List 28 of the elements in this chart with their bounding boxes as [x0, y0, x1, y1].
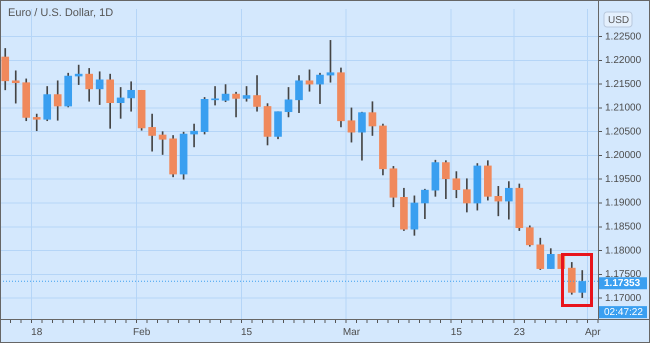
candlestick	[242, 86, 250, 102]
candlestick	[326, 40, 334, 83]
x-tick-label: Apr	[584, 326, 602, 338]
y-tick-label: 1.17500	[605, 269, 642, 280]
y-tick-label: 1.19000	[605, 198, 642, 209]
y-tick-label: 1.20500	[605, 126, 642, 138]
y-tick-label: 1.18000	[605, 245, 642, 256]
candlestick	[211, 86, 219, 106]
y-tick-label: 1.21500	[605, 78, 642, 90]
ref-line-label: 1.17353	[604, 278, 641, 290]
candlestick	[306, 70, 314, 92]
x-tick-label: 15	[240, 326, 253, 338]
x-tick-label: 18	[31, 326, 43, 338]
y-tick-label: 1.19500	[605, 174, 642, 185]
y-tick-label: 1.17000	[605, 292, 642, 304]
y-tick-label: 1.22500	[605, 31, 642, 42]
chart-title: Euro / U.S. Dollar, 1D	[8, 7, 114, 19]
x-tick-label: Mar	[342, 326, 361, 338]
y-tick-label: 1.21000	[605, 102, 642, 114]
text: USD	[608, 14, 630, 26]
y-tick-label: 1.20000	[605, 150, 642, 162]
y-tick-label: 1.22000	[605, 55, 642, 66]
x-tick-label: Feb	[133, 326, 151, 338]
candlestick	[232, 92, 240, 118]
x-tick-label: 23	[514, 326, 526, 338]
text: 02:47:22	[604, 306, 644, 318]
y-tick-label: 1.18500	[605, 222, 642, 233]
x-tick-label: 15	[450, 326, 462, 338]
